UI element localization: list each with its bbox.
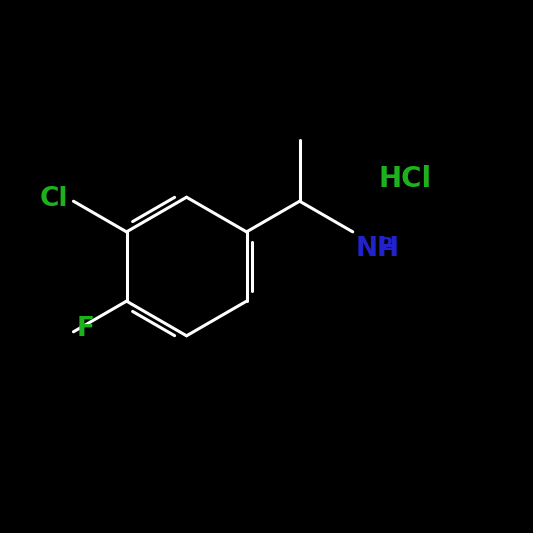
Text: NH: NH [356,236,399,262]
Text: 2: 2 [381,236,393,254]
Text: HCl: HCl [378,165,432,192]
Text: F: F [76,316,94,342]
Text: Cl: Cl [39,185,68,212]
